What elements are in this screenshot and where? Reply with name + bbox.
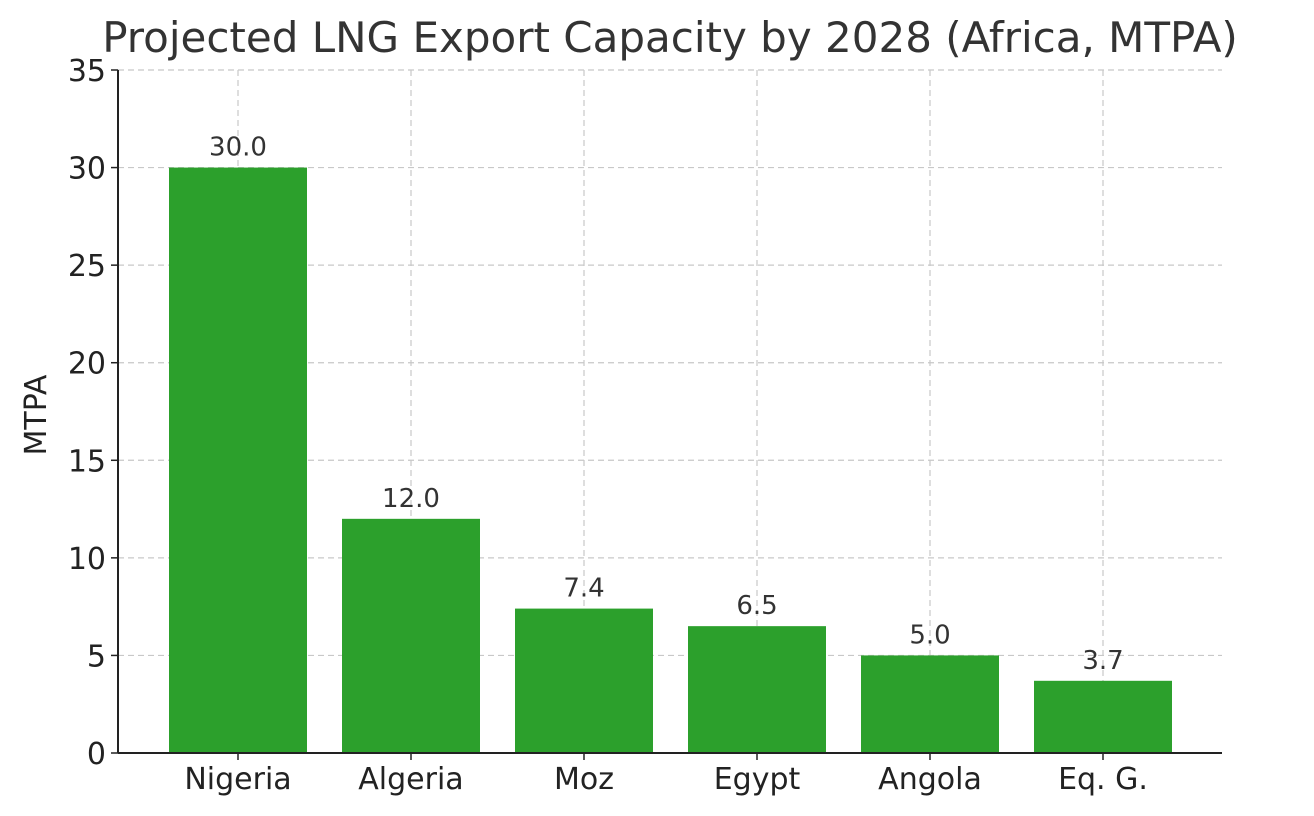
x-tick-label: Egypt (714, 762, 801, 797)
bar (861, 655, 999, 753)
ticks: 0 5 10 15 20 25 30 35 Nigeria Algeria Moz Egypt Ango… (68, 54, 1148, 797)
bars (169, 167, 1172, 754)
x-tick-label: Angola (878, 762, 982, 797)
x-tick-label: Algeria (358, 762, 463, 797)
data-label: 5.0 (909, 620, 950, 650)
bar (342, 518, 480, 753)
data-label: 6.5 (736, 591, 777, 621)
y-tick-label: 25 (68, 249, 106, 284)
x-tick-label: Moz (554, 762, 614, 797)
axes (117, 70, 1222, 754)
y-tick-label: 5 (87, 639, 106, 674)
y-tick-label: 30 (68, 152, 106, 187)
bar (515, 608, 653, 753)
y-tick-label: 20 (68, 347, 106, 382)
data-label: 7.4 (563, 574, 604, 604)
x-tick-label: Nigeria (184, 762, 291, 797)
x-tick-label: Eq. G. (1058, 762, 1148, 797)
y-tick-label: 10 (68, 542, 106, 577)
data-labels: 30.0 12.0 7.4 6.5 5.0 3.7 (209, 133, 1124, 676)
data-label: 12.0 (382, 484, 440, 514)
y-tick-label: 35 (68, 54, 106, 89)
data-label: 3.7 (1082, 646, 1123, 676)
y-tick-label: 15 (68, 444, 106, 479)
chart-title: Projected LNG Export Capacity by 2028 (A… (102, 13, 1238, 62)
bar (1034, 680, 1172, 753)
y-axis-label: MTPA (19, 374, 54, 455)
data-label: 30.0 (209, 133, 267, 163)
bar (688, 626, 826, 753)
bar (169, 167, 307, 754)
y-tick-label: 0 (87, 737, 106, 772)
